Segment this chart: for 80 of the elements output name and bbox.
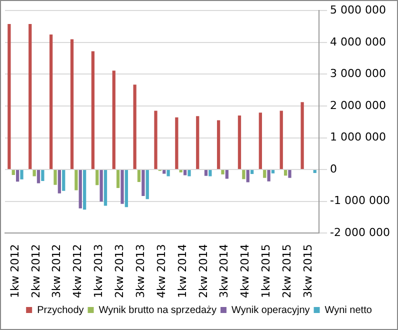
y-tick-label: -2 000 000: [330, 226, 390, 240]
bar: [8, 24, 11, 170]
x-tick-label: 1kw 2012: [8, 244, 22, 298]
bar: [120, 170, 124, 204]
bar: [116, 170, 120, 188]
bar: [166, 170, 170, 176]
x-tick-label: 2kw 2015: [280, 244, 294, 298]
bar: [183, 170, 187, 176]
bar: [313, 170, 316, 174]
x-tick-label: 4kw 2014: [238, 244, 252, 298]
bar: [58, 170, 62, 194]
bar: [271, 170, 275, 174]
y-tick-label: -1 000 000: [330, 194, 390, 208]
bar: [124, 170, 128, 208]
bar: [216, 120, 220, 170]
bar: [258, 112, 262, 170]
x-tick-label: 2kw 2013: [113, 244, 126, 298]
bar: [146, 170, 149, 200]
y-tick-label: 3 000 000: [330, 67, 386, 80]
bar: [188, 170, 191, 176]
bar: [208, 170, 212, 176]
bar: [142, 170, 145, 196]
bar: [36, 170, 40, 184]
bar: [74, 170, 78, 190]
bar: [137, 170, 141, 182]
x-tick-label: 3kw 2013: [134, 244, 147, 298]
bar: [162, 170, 166, 174]
bar: [284, 170, 288, 176]
bar: [280, 110, 283, 170]
bar: [175, 117, 178, 170]
x-tick-label: 1kw 2014: [176, 244, 189, 298]
y-tick-label: 2 000 000: [330, 98, 386, 112]
bar: [54, 170, 57, 185]
bar: [104, 170, 108, 206]
bar: [204, 170, 208, 176]
x-tick-label: 3kw 2014: [218, 244, 231, 298]
bar: [12, 170, 15, 175]
bar: [32, 170, 36, 176]
y-tick-label: 5 000 000: [330, 3, 386, 16]
bar: [62, 170, 66, 191]
bar: [196, 116, 200, 170]
x-tick-label: 1kw 2013: [92, 244, 106, 298]
legend-label: Wynik operacyjny: [232, 304, 310, 316]
bar: [91, 51, 95, 170]
bar: [16, 170, 20, 182]
bar: [28, 24, 32, 170]
bar: [300, 102, 304, 170]
legend-label: Przychody: [37, 304, 84, 316]
x-tick-label: 2kw 2014: [196, 244, 210, 298]
x-tick-label: 3kw 2012: [50, 244, 64, 298]
bar: [225, 170, 228, 179]
bar: [82, 170, 86, 210]
bar: [100, 170, 103, 202]
bar: [96, 170, 99, 186]
x-tick-label: 3kw 2015: [301, 244, 314, 298]
bar: [221, 170, 224, 174]
bar: [238, 116, 242, 170]
x-tick-label: 4kw 2013: [154, 244, 168, 298]
x-tick-label: 2kw 2012: [29, 244, 42, 298]
bar: [154, 110, 158, 170]
legend-label: Wyni netto: [324, 304, 372, 316]
legend-label: Wynik brutto na sprzedaży: [98, 304, 217, 316]
y-tick-label: 0: [330, 162, 338, 176]
bar: [242, 170, 246, 180]
bar: [250, 170, 254, 174]
bar: [133, 84, 136, 170]
y-tick-label: 1 000 000: [330, 130, 386, 144]
x-tick-label: 1kw 2015: [260, 244, 273, 298]
bar: [263, 170, 266, 178]
bar: [41, 170, 44, 182]
bar: [70, 39, 74, 170]
bar: [49, 34, 53, 170]
bar: [267, 170, 270, 182]
y-tick-label: 4 000 000: [330, 35, 386, 48]
bar: [288, 170, 292, 178]
bar: [112, 70, 116, 170]
bar: [20, 170, 24, 180]
x-tick-label: 4kw 2012: [71, 244, 84, 298]
bar: [246, 170, 250, 182]
bar: [78, 170, 82, 208]
